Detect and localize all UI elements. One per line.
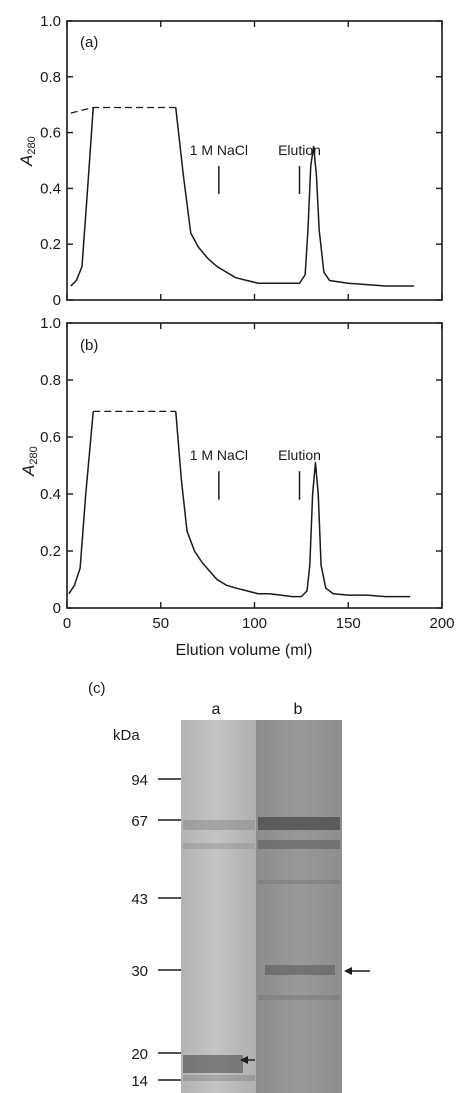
gel-panel: (c) a b kDa 94 67 43 30 20 14 xyxy=(88,680,370,1093)
plateau-dashed-a xyxy=(70,106,176,114)
lane-label-b: b xyxy=(294,701,303,718)
y-tick-label: 0.6 xyxy=(40,429,61,446)
y-axis-label-a: A280 xyxy=(17,136,38,167)
gel-band xyxy=(183,1055,243,1073)
gel-marker-label: 43 xyxy=(131,891,148,908)
arrow-icon xyxy=(344,967,370,975)
y-tick-label: 0.4 xyxy=(40,486,61,503)
panel-label-b: (b) xyxy=(80,337,98,354)
y-tick-label: 0.2 xyxy=(40,543,61,560)
gel-lane-a xyxy=(181,720,258,1093)
y-tick-label: 0 xyxy=(53,600,61,617)
kda-label: kDa xyxy=(113,727,140,744)
trace-segment xyxy=(175,411,411,598)
arrow-icon xyxy=(240,1056,255,1064)
plateau-line xyxy=(70,106,176,114)
y-axis-label-b: A280 xyxy=(19,446,40,477)
gel-marker-label: 14 xyxy=(131,1073,148,1090)
gel-marker-ladder: 94 67 43 30 20 14 xyxy=(131,772,181,1090)
x-axis-label: Elution volume (ml) xyxy=(176,642,313,659)
gel-marker-label: 20 xyxy=(131,1046,148,1063)
absorbance-trace-b xyxy=(68,411,411,598)
absorbance-trace-a xyxy=(70,107,414,287)
y-tick-label: 1.0 xyxy=(40,13,61,30)
x-axis-ticks-a xyxy=(66,21,443,300)
panel-label-c: (c) xyxy=(88,680,106,697)
y-axis-ticks-b: 0 0.2 0.4 0.6 0.8 1.0 xyxy=(40,315,442,617)
lane-label-a: a xyxy=(212,701,221,718)
y-tick-label: 1.0 xyxy=(40,315,61,332)
plot-frame-b xyxy=(66,322,443,609)
plot-frame-a xyxy=(66,20,443,301)
gel-marker-label: 94 xyxy=(131,772,148,789)
event-marker-label: 1 M NaCl xyxy=(190,447,248,463)
trace-segment xyxy=(175,107,414,287)
y-axis-ticks-a: 0 0.2 0.4 0.6 0.8 1.0 xyxy=(40,13,442,309)
event-marker-label: 1 M NaCl xyxy=(190,142,248,158)
chart-panel-b: (b) 0 0.2 0.4 0.6 0.8 1.0 0 50 100 150 200 A280 1… xyxy=(19,315,455,659)
x-tick-label: 200 xyxy=(429,615,454,632)
chart-panel-a: (a) 0 0.2 0.4 0.6 0.8 1.0 A280 1 M NaCl Elutio… xyxy=(17,13,443,309)
event-markers-a: 1 M NaCl Elution xyxy=(190,142,321,194)
gel-band xyxy=(258,995,340,1000)
x-tick-label: 50 xyxy=(152,615,169,632)
gel-band xyxy=(183,820,255,830)
gel-marker-label: 30 xyxy=(131,963,148,980)
gel-lane-b xyxy=(256,720,342,1093)
x-axis-ticks-b: 0 50 100 150 200 xyxy=(63,323,455,632)
gel-band xyxy=(258,880,340,884)
gel-band xyxy=(258,817,340,830)
y-tick-label: 0 xyxy=(53,292,61,309)
y-tick-label: 0.6 xyxy=(40,125,61,142)
panel-label-a: (a) xyxy=(80,34,98,51)
trace-segment xyxy=(70,107,94,287)
gel-band xyxy=(183,1075,255,1081)
gel-band xyxy=(265,965,335,975)
y-tick-label: 0.4 xyxy=(40,180,61,197)
trace-segment xyxy=(68,411,94,595)
y-tick-label: 0.8 xyxy=(40,372,61,389)
gel-band xyxy=(183,843,255,849)
event-marker-label: Elution xyxy=(278,142,321,158)
y-tick-label: 0.2 xyxy=(40,236,61,253)
event-markers-b: 1 M NaCl Elution xyxy=(190,447,321,500)
x-tick-label: 100 xyxy=(242,615,267,632)
x-tick-label: 150 xyxy=(336,615,361,632)
gel-band xyxy=(258,840,340,849)
event-marker-label: Elution xyxy=(278,447,321,463)
gel-marker-label: 67 xyxy=(131,813,148,830)
y-tick-label: 0.8 xyxy=(40,69,61,86)
x-tick-label: 0 xyxy=(63,615,71,632)
